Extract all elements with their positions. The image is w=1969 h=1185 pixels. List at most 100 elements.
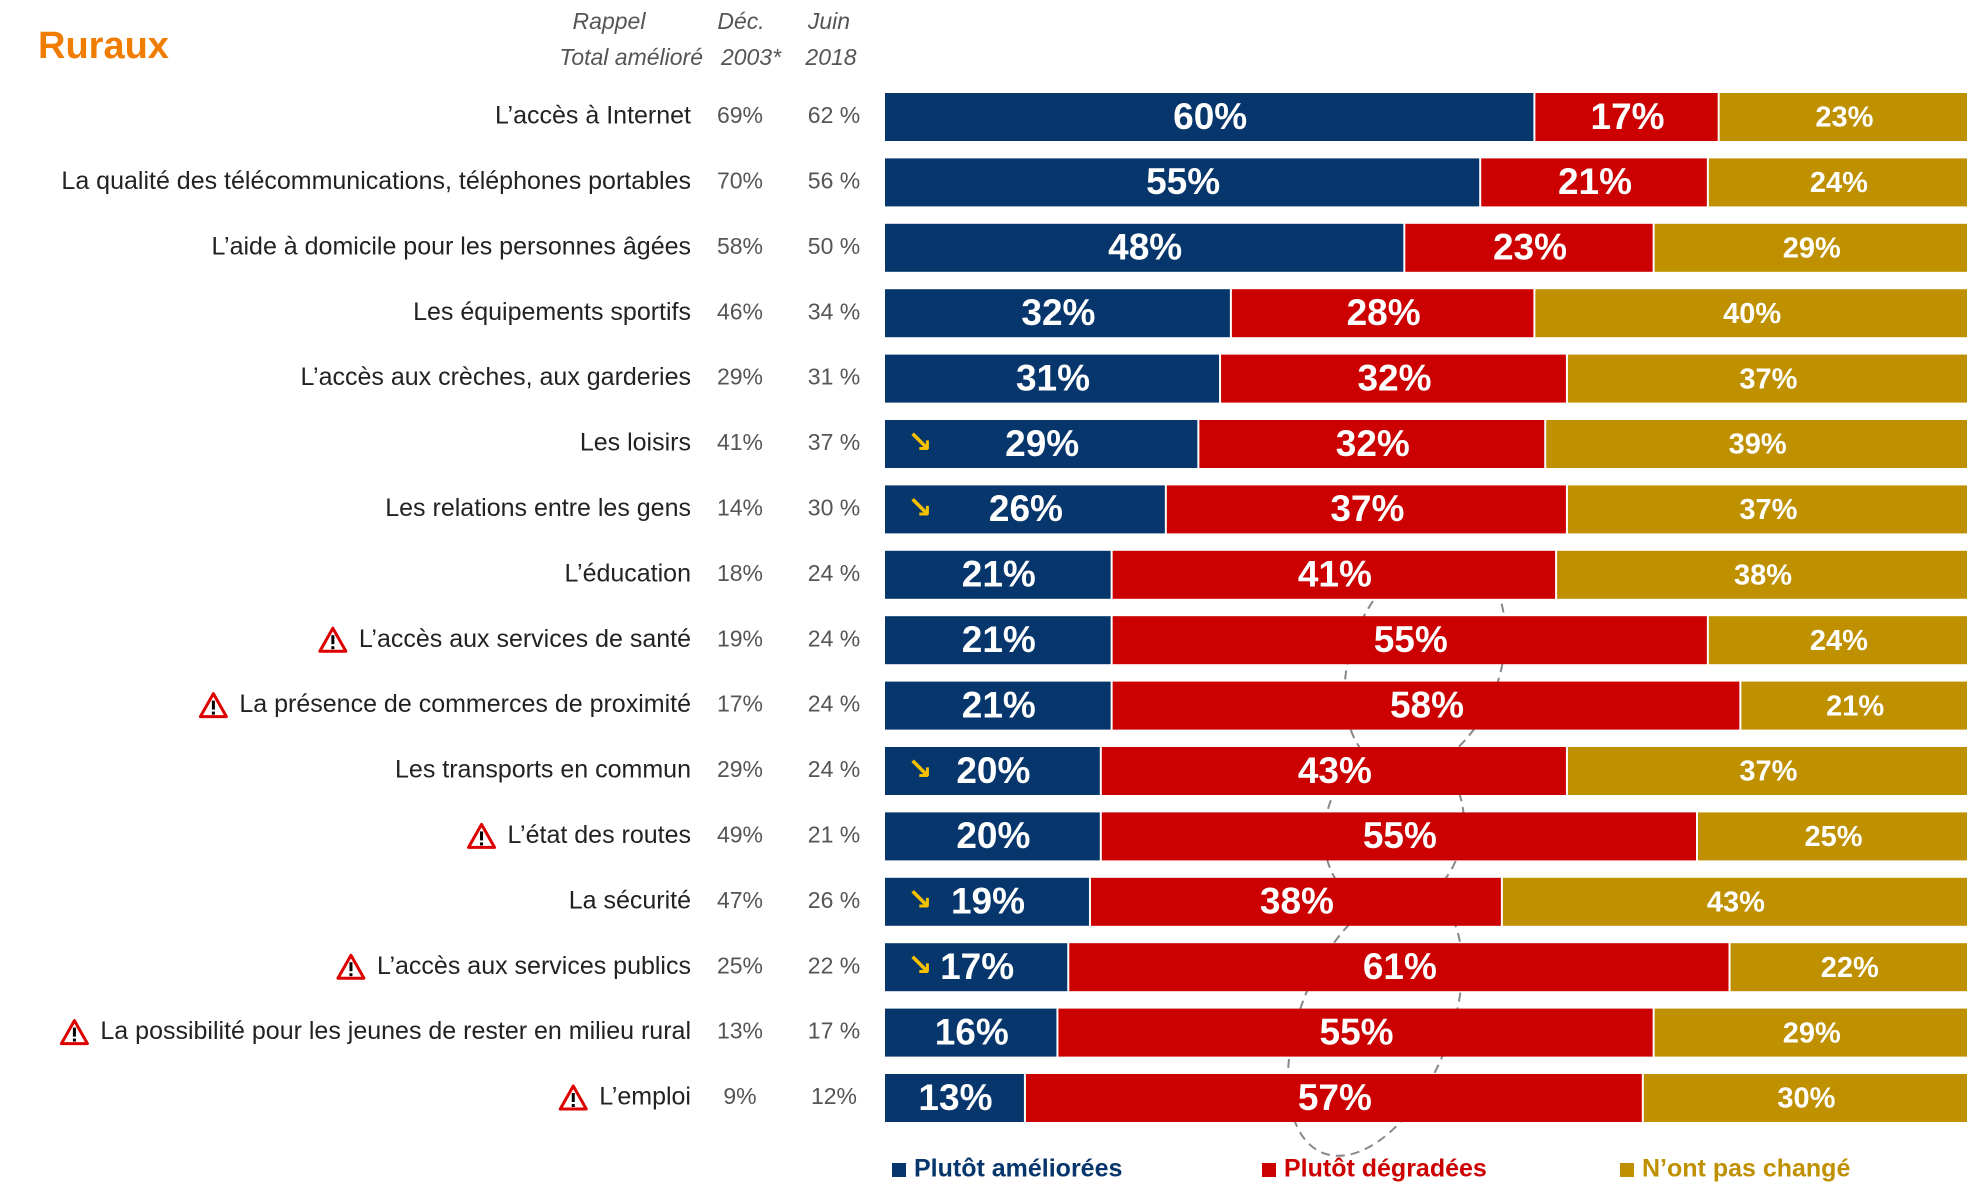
category-label: La qualité des télécommunications, télép… — [61, 167, 691, 195]
data-label: 37% — [1739, 363, 1797, 395]
data-label: 29% — [1005, 423, 1079, 464]
bar-segment — [1112, 616, 1707, 665]
chart-title: Ruraux — [38, 25, 169, 67]
category-label: L’éducation — [564, 559, 691, 587]
alert-icon — [318, 626, 348, 653]
bar-segment — [885, 747, 1100, 795]
data-label: 21% — [962, 684, 1036, 725]
data-label: 37% — [1330, 488, 1404, 529]
legend-swatch — [1262, 1163, 1276, 1177]
alert-icon — [59, 1019, 89, 1046]
juin-2018-value: 21 % — [808, 821, 860, 847]
data-label: 32% — [1336, 423, 1410, 464]
alert-icon — [336, 953, 366, 980]
dec-2003-value: 58% — [717, 233, 763, 259]
bar-segment — [1101, 812, 1696, 861]
data-label: 21% — [962, 619, 1036, 660]
data-label: 32% — [1021, 292, 1095, 333]
category-label: Les relations entre les gens — [385, 494, 691, 522]
data-label: 30% — [1777, 1083, 1835, 1115]
category-label: L’état des routes — [508, 821, 691, 849]
alert-mark — [349, 973, 353, 977]
alert-icon — [558, 1084, 588, 1111]
data-label: 55% — [1363, 815, 1437, 856]
bar-segment — [1058, 1008, 1653, 1057]
bar-segment — [885, 616, 1111, 665]
decline-arrow: ↘ — [907, 426, 932, 459]
bar-segment — [1567, 354, 1967, 403]
juin-2018-value: 24 % — [808, 625, 860, 651]
bar-segment — [1112, 681, 1740, 730]
decline-arrow: ↘ — [907, 491, 932, 524]
category-label: L’aide à domicile pour les personnes âgé… — [212, 232, 691, 260]
alert-mark — [72, 1038, 76, 1042]
data-label: 25% — [1804, 821, 1862, 853]
bar-segment — [1069, 943, 1729, 992]
category-label: L’accès aux crèches, aux garderies — [301, 363, 692, 391]
juin-2018-value: 37 % — [808, 429, 860, 455]
juin-2018-value: 56 % — [808, 167, 860, 193]
data-label: 31% — [1016, 357, 1090, 398]
alert-mark — [571, 1104, 575, 1107]
bar-segment — [1025, 1074, 1642, 1122]
header: Rappel — [573, 8, 647, 34]
dec-2003-value: 17% — [717, 691, 763, 717]
category-label: La présence de commerces de proximité — [239, 690, 691, 718]
bar-segment — [1708, 616, 1967, 665]
category-label: La possibilité pour les jeunes de rester… — [100, 1017, 691, 1045]
bar-segment — [1719, 93, 1967, 141]
alert-mark — [331, 635, 335, 645]
data-label: 55% — [1374, 619, 1448, 660]
bar-segment — [885, 158, 1480, 207]
data-label: 37% — [1739, 756, 1797, 788]
juin-2018-value: 30 % — [808, 494, 860, 520]
data-label: 19% — [951, 881, 1025, 922]
bar-segment — [885, 354, 1220, 403]
dec-2003-value: 14% — [717, 494, 763, 520]
juin-2018-value: 31 % — [808, 364, 860, 390]
bar-segment — [885, 812, 1100, 861]
data-label: 21% — [1826, 690, 1884, 722]
dec-2003-value: 29% — [717, 756, 763, 782]
juin-2018-value: 24 % — [808, 756, 860, 782]
bar-segment — [1535, 289, 1967, 338]
header: Déc. — [717, 8, 764, 34]
data-label: 40% — [1723, 298, 1781, 330]
juin-2018-value: 50 % — [808, 233, 860, 259]
dec-2003-value: 47% — [717, 887, 763, 913]
bar-segment — [1730, 943, 1967, 992]
bar-segment — [1557, 550, 1967, 599]
bar-segment — [1166, 485, 1566, 534]
bar-segment — [1654, 1008, 1967, 1057]
data-label: 48% — [1108, 227, 1182, 268]
header: Juin — [807, 8, 850, 34]
category-label: L’accès à Internet — [495, 102, 691, 130]
dec-2003-value: 25% — [717, 952, 763, 978]
decline-arrow: ↘ — [907, 949, 932, 982]
bar-segment — [1567, 747, 1967, 795]
header: Total amélioré — [559, 44, 703, 70]
data-label: 24% — [1810, 167, 1868, 199]
bar-segment — [1741, 681, 1967, 730]
data-label: 28% — [1347, 292, 1421, 333]
dec-2003-value: 9% — [723, 1083, 756, 1109]
data-label: 16% — [935, 1011, 1009, 1052]
data-label: 29% — [1783, 1017, 1841, 1049]
data-label: 55% — [1146, 161, 1220, 202]
category-label: La sécurité — [569, 886, 691, 914]
category-label: L’accès aux services de santé — [359, 625, 691, 653]
bar-segment — [885, 877, 1089, 926]
juin-2018-value: 26 % — [808, 887, 860, 913]
data-label: 17% — [1591, 96, 1665, 137]
bar-segment — [885, 289, 1230, 338]
juin-2018-value: 22 % — [808, 952, 860, 978]
legend-swatch — [892, 1163, 906, 1177]
bar-segment — [1101, 747, 1566, 795]
dec-2003-value: 13% — [717, 1018, 763, 1044]
bar-segment — [1112, 550, 1556, 599]
decline-arrow: ↘ — [907, 753, 932, 786]
bar-segment — [1221, 354, 1566, 403]
category-label: Les équipements sportifs — [413, 298, 691, 326]
data-label: 39% — [1729, 429, 1787, 461]
data-label: 26% — [989, 488, 1063, 529]
